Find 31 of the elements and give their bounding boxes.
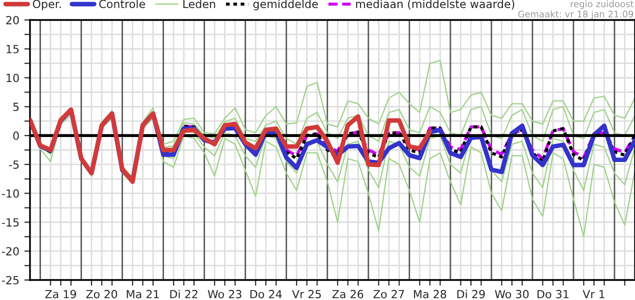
x-tick-label: Wo 30 (494, 290, 529, 298)
y-tick-label: -5 (9, 160, 19, 169)
y-tick-label: 20 (6, 16, 19, 24)
legend-label: mediaan (middelste waarde) (356, 0, 514, 10)
x-tick-label: Wo 23 (208, 290, 242, 298)
legend-label: Leden (183, 0, 216, 8)
y-tick-label: -25 (2, 276, 19, 284)
y-tick-label: -20 (2, 247, 19, 256)
x-tick-label: Do 24 (250, 290, 282, 298)
x-tick-label: Di 22 (170, 290, 198, 298)
x-tick-label: Zo 27 (373, 290, 404, 298)
x-tick-label: Di 29 (457, 290, 485, 298)
text: Gemaakt: vr 18 jan 21:09 (518, 10, 634, 20)
y-tick-label: -15 (2, 218, 19, 227)
legend-label: Oper. (32, 0, 61, 10)
legend-label: gemiddelde (253, 0, 318, 10)
x-tick-label: Ma 21 (126, 290, 159, 298)
y-tick-label: 15 (6, 45, 19, 54)
text: regio zuidoost (570, 0, 634, 10)
legend-label: Controle (99, 0, 146, 8)
x-tick-label: Vr 25 (292, 290, 321, 298)
x-tick-label: Ma 28 (414, 290, 446, 298)
x-tick-label: Vr 1 (582, 290, 604, 298)
y-tick-label: 5 (13, 102, 19, 112)
x-tick-label: Za 19 (45, 290, 76, 298)
y-tick-label: -10 (2, 189, 19, 198)
y-tick-label: 0 (13, 132, 19, 140)
x-tick-label: Za 26 (332, 290, 364, 298)
x-tick-label: Zo 20 (86, 290, 118, 298)
y-tick-label: 10 (6, 74, 19, 82)
x-tick-label: Do 31 (538, 290, 568, 298)
